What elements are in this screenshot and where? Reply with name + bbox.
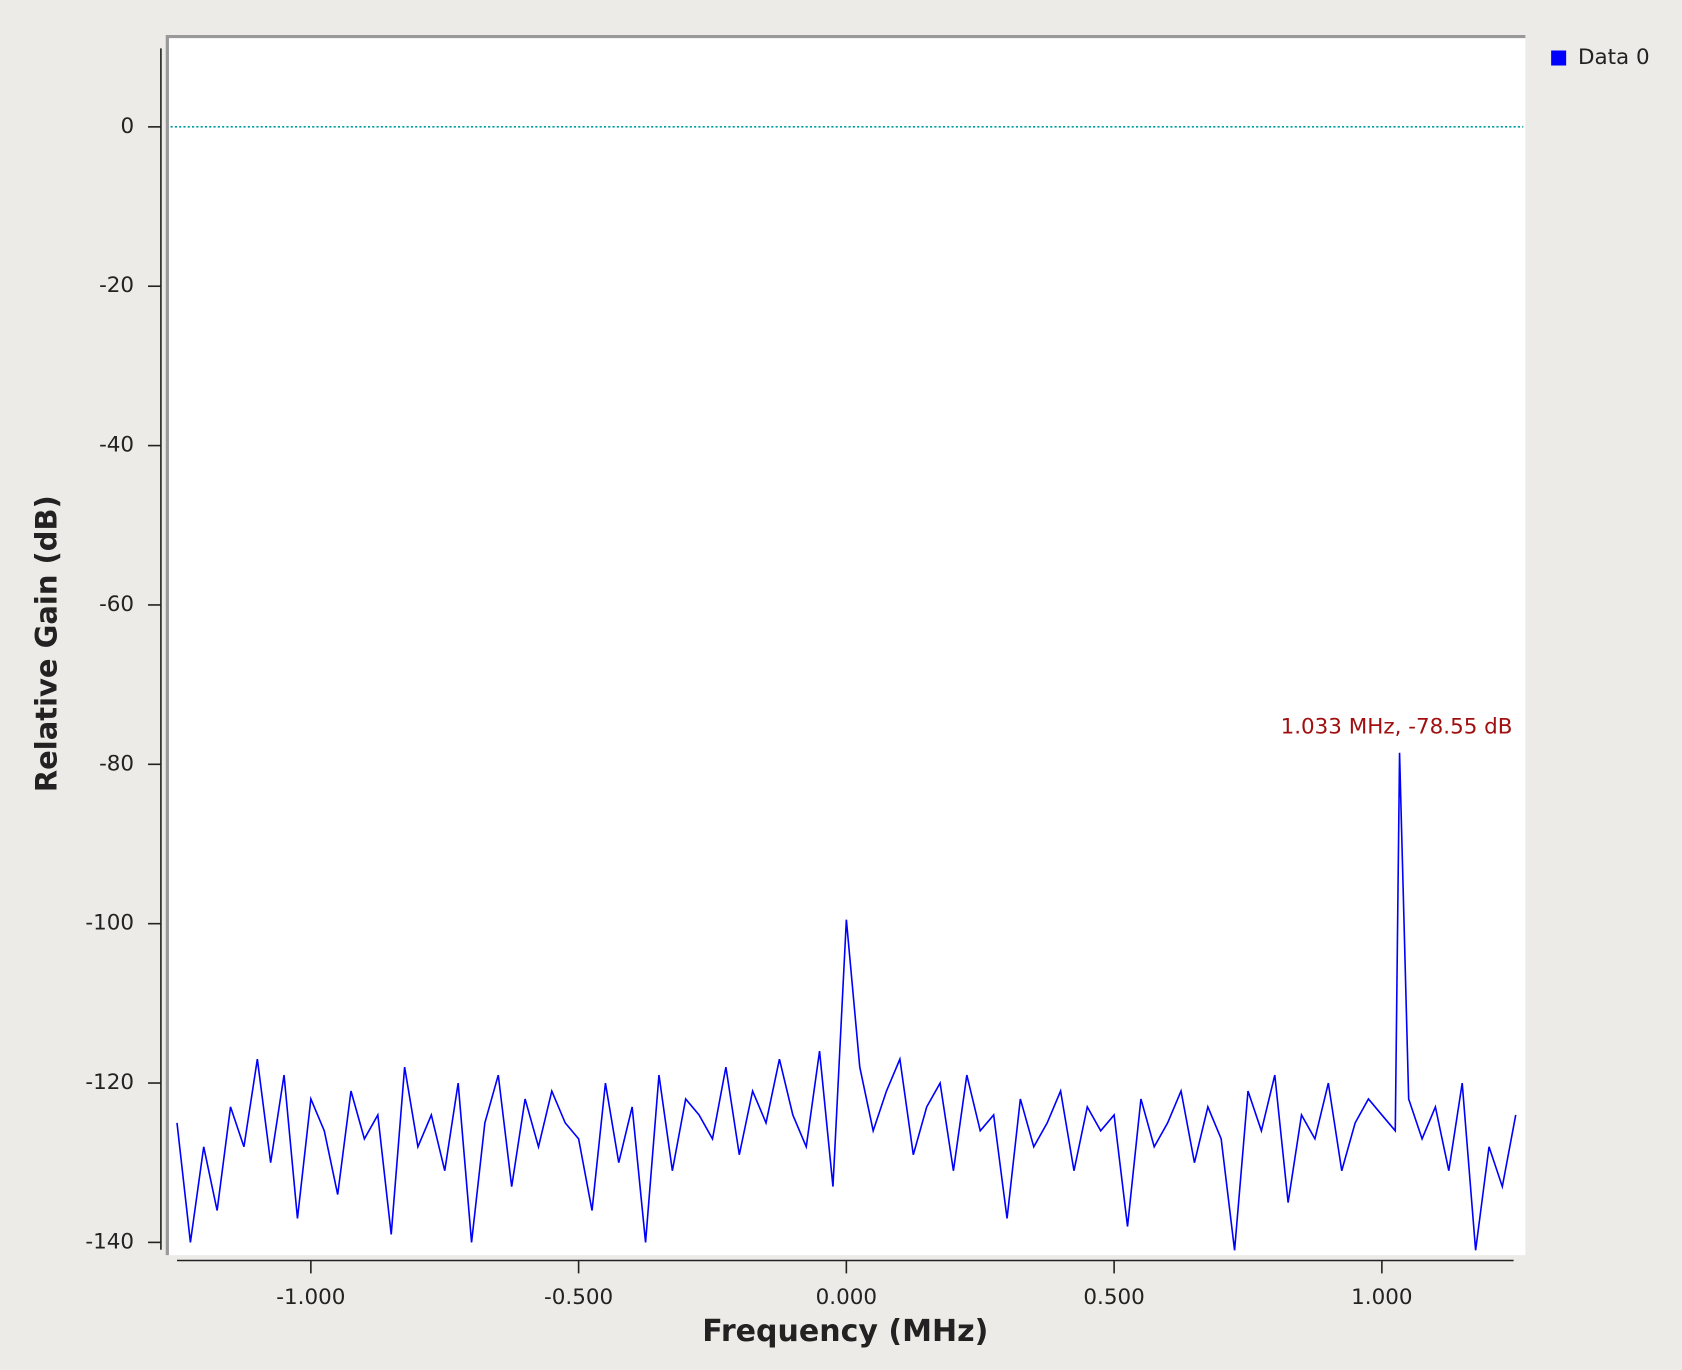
x-tick-label: 1.000 xyxy=(1351,1285,1412,1310)
y-tick-label: -140 xyxy=(85,1229,134,1254)
y-tick-label: -120 xyxy=(85,1070,134,1095)
y-axis-label: Relative Gain (dB) xyxy=(29,495,63,792)
legend-swatch xyxy=(1551,50,1567,66)
x-tick-label: -0.500 xyxy=(544,1285,613,1310)
peak-annotation: 1.033 MHz, -78.55 dB xyxy=(1281,714,1513,739)
plot-frame xyxy=(165,34,1526,1256)
y-tick-label: 0 xyxy=(120,114,134,139)
x-tick-label: -1.000 xyxy=(276,1285,345,1310)
y-tick-label: -60 xyxy=(99,592,134,617)
y-tick-label: -100 xyxy=(85,911,134,936)
y-tick-label: -80 xyxy=(99,751,134,776)
legend-label: Data 0 xyxy=(1578,45,1650,70)
x-axis-label: Frequency (MHz) xyxy=(702,1314,988,1349)
x-tick-label: 0.000 xyxy=(816,1285,877,1310)
y-tick-label: -40 xyxy=(99,433,134,458)
y-tick-label: -20 xyxy=(99,273,134,298)
plot-area xyxy=(168,37,1526,1256)
x-tick-label: 0.500 xyxy=(1083,1285,1144,1310)
spectrum-line xyxy=(176,752,1517,1251)
